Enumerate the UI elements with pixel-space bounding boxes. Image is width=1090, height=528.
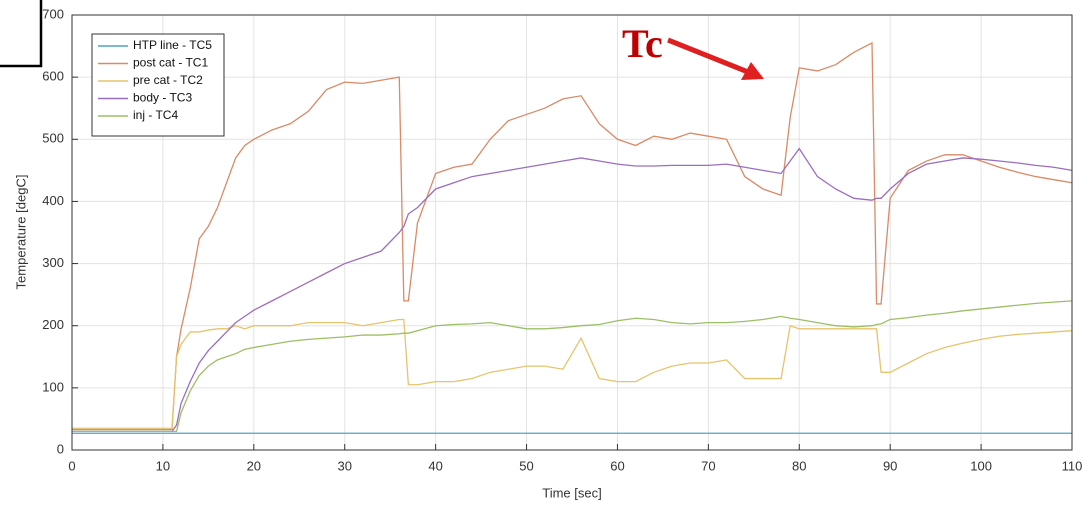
overlay-box — [0, 0, 43, 68]
legend-box — [91, 33, 225, 137]
x-tick-label: 0 — [68, 458, 75, 473]
y-tick-label: 100 — [42, 379, 64, 394]
y-tick-label: 400 — [42, 193, 64, 208]
y-tick-label: 300 — [42, 255, 64, 270]
y-tick-label: 600 — [42, 69, 64, 84]
series-line — [72, 318, 1073, 429]
x-tick-label: 110 — [1062, 458, 1083, 473]
x-tick-label: 50 — [519, 458, 533, 473]
y-tick-label: 200 — [42, 317, 64, 332]
annotation-arrow — [667, 37, 749, 75]
x-tick-label: 80 — [792, 458, 806, 473]
x-tick-label: 60 — [610, 458, 624, 473]
series-line — [72, 147, 1073, 433]
legend: HTP line - TC5 post cat - TC1 pre cat - TC… — [91, 33, 225, 137]
y-tick-label: 700 — [42, 6, 64, 21]
plot-frame — [71, 14, 1073, 451]
legend-label: HTP line - TC5 — [133, 38, 212, 52]
x-tick-label: 70 — [701, 458, 715, 473]
y-tick-label: 500 — [42, 131, 64, 146]
legend-label: body - TC3 — [133, 91, 192, 105]
annotation: Tc — [622, 21, 663, 66]
y-axis-label: Temperature [degC] — [13, 175, 28, 290]
x-tick-label: 40 — [428, 458, 442, 473]
lines-layer — [72, 41, 1073, 434]
arrow-head — [741, 62, 764, 80]
legend-label: pre cat - TC2 — [133, 73, 203, 87]
ticks-layer: 0 10 20 30 40 50 60 70 80 90 100 110 0 100 200 300 400 50… — [42, 6, 1082, 473]
x-tick-label: 20 — [247, 458, 261, 473]
x-tick-label: 10 — [156, 458, 170, 473]
x-axis-label: Time [sec] — [542, 485, 601, 500]
x-tick-label: 100 — [970, 458, 992, 473]
legend-label: inj - TC4 — [133, 108, 178, 122]
series-line — [72, 41, 1073, 431]
series-line — [72, 300, 1073, 433]
x-tick-label: 30 — [337, 458, 351, 473]
x-tick-label: 90 — [883, 458, 897, 473]
legend-label: post cat - TC1 — [133, 56, 208, 70]
y-tick-label: 0 — [57, 441, 64, 456]
